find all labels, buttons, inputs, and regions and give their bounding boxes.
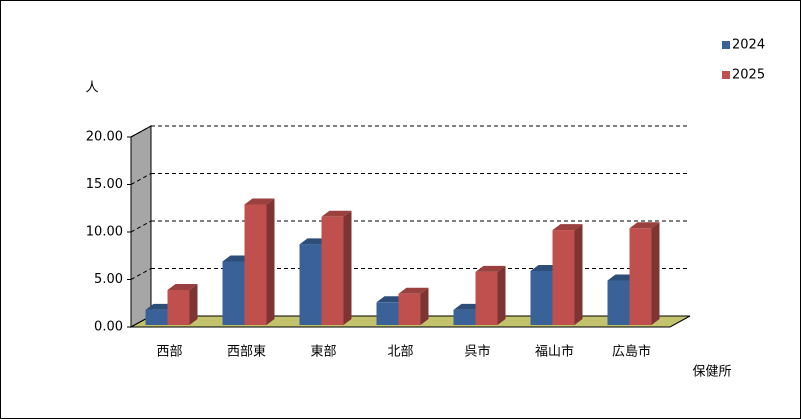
y-tick-label: 20.00	[86, 130, 123, 145]
legend-swatch	[722, 71, 730, 79]
bar-face	[530, 270, 553, 325]
bar-face	[167, 283, 198, 290]
bar-face	[398, 293, 421, 325]
x-tick-label: 西部東	[227, 344, 266, 360]
x-tick-label: 広島市	[612, 344, 651, 360]
bar-face	[244, 198, 275, 205]
y-tick-label: 0.00	[94, 320, 123, 335]
y-tick-label: 10.00	[86, 225, 123, 240]
grid-line	[130, 125, 152, 138]
bar-face	[343, 210, 352, 325]
bar-face	[629, 222, 660, 229]
x-tick-label: 呉市	[464, 344, 490, 360]
y-axis-label: 人	[85, 81, 98, 96]
bar-face	[475, 271, 498, 325]
bar	[398, 287, 429, 325]
bar	[167, 283, 198, 325]
x-tick-label: 西部	[156, 345, 182, 360]
bar	[244, 198, 275, 325]
bar-face	[629, 228, 652, 325]
grid-line	[130, 173, 152, 185]
x-axis-label: 保健所	[692, 365, 731, 380]
bar-face	[398, 287, 429, 294]
bar-face	[552, 230, 575, 325]
legend-swatch	[722, 41, 730, 49]
bar-face	[167, 289, 190, 325]
legend-label: 2024	[732, 38, 765, 53]
bar-face	[321, 216, 344, 325]
bar-face	[321, 210, 352, 217]
bar-face	[244, 204, 267, 325]
bar-face	[552, 224, 583, 231]
bar-face	[497, 265, 506, 325]
bar-face	[222, 261, 245, 325]
x-tick-label: 北部	[387, 345, 413, 360]
bar	[321, 210, 352, 325]
y-tick-label: 5.00	[94, 272, 123, 287]
grid-line	[130, 220, 152, 233]
bar-face	[420, 287, 429, 325]
bar-face	[607, 280, 630, 325]
x-tick-label: 東部	[310, 344, 336, 360]
y-tick-label: 15.00	[86, 177, 123, 192]
bar-face	[266, 198, 275, 325]
bar-face	[376, 302, 399, 325]
bar-face	[189, 283, 198, 325]
bar-face	[475, 265, 506, 272]
grid-line	[130, 268, 152, 280]
bar	[552, 224, 583, 325]
legend-label: 2025	[732, 68, 765, 83]
bar-face	[299, 244, 322, 325]
bar	[475, 265, 506, 325]
x-tick-label: 福山市	[535, 344, 574, 360]
bar-face	[574, 224, 583, 325]
bar-face	[651, 222, 660, 325]
bar-face	[145, 309, 168, 325]
side-wall	[130, 125, 152, 328]
bar-face	[453, 309, 476, 325]
bar	[629, 222, 660, 325]
